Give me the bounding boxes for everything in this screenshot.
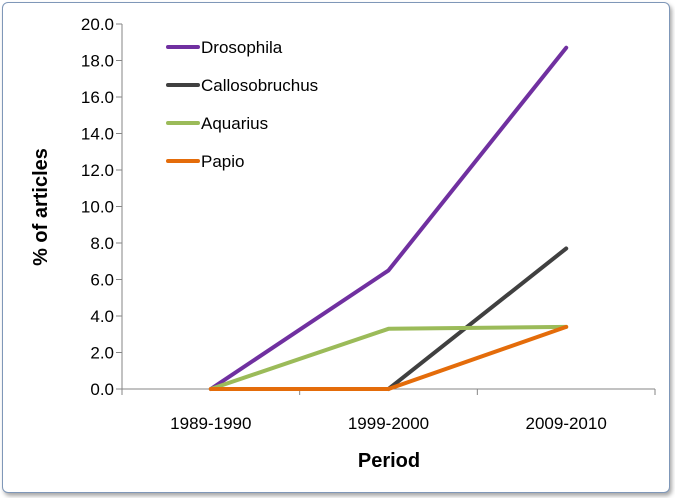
y-tick-label: 20.0 [81, 15, 114, 34]
y-tick-label: 18.0 [81, 52, 114, 71]
axes: 0.0 2.0 4.0 6.0 8.0 10.0 12.0 14.0 16.0 18.0 20.0 1… [81, 15, 656, 433]
y-tick-label: 4.0 [90, 307, 114, 326]
y-tick-label: 0.0 [90, 380, 114, 399]
x-axis-title: Period [358, 450, 420, 472]
legend-label-papio: Papio [201, 152, 244, 171]
legend-label-aquarius: Aquarius [201, 114, 268, 133]
series-line-papio [208, 324, 569, 391]
legend-label-drosophila: Drosophila [201, 38, 283, 57]
y-tick-label: 8.0 [90, 234, 114, 253]
y-axis-title: % of articles [30, 148, 52, 266]
y-tick-label: 2.0 [90, 344, 114, 363]
y-tick-label: 6.0 [90, 271, 114, 290]
y-tick-label: 14.0 [81, 125, 114, 144]
x-tick-label: 1999-2000 [348, 414, 429, 433]
legend-label-callosobruchus: Callosobruchus [201, 76, 318, 95]
legend: Drosophila Callosobruchus Aquarius Papio [166, 38, 318, 171]
chart-frame [2, 2, 670, 493]
y-tick-label: 10.0 [81, 198, 114, 217]
series-lines [208, 45, 569, 391]
x-tick-label: 1989-1990 [170, 414, 251, 433]
y-tick-label: 16.0 [81, 88, 114, 107]
series-line-drosophila [208, 45, 569, 391]
x-tick-label: 2009-2010 [526, 414, 607, 433]
y-tick-label: 12.0 [81, 161, 114, 180]
series-line-callosobruchus [386, 246, 569, 391]
series-line-aquarius [208, 324, 569, 391]
